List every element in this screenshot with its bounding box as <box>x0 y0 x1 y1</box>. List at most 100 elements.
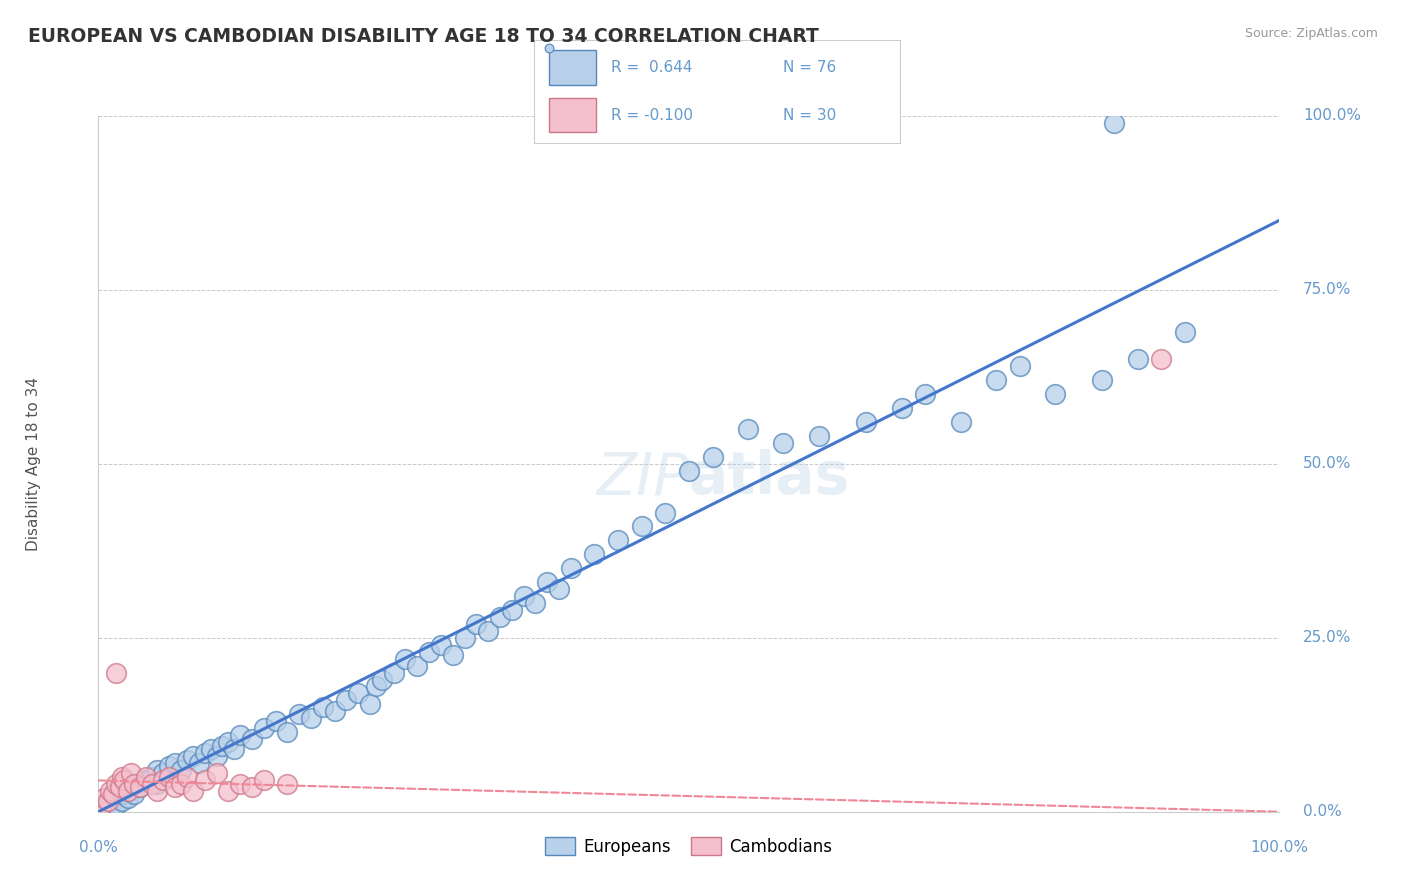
Text: N = 76: N = 76 <box>783 61 837 75</box>
Europeans <box>205 749 228 764</box>
Europeans <box>187 756 209 770</box>
Cambodians <box>170 777 193 791</box>
Europeans <box>122 788 145 801</box>
Europeans <box>98 801 121 815</box>
Europeans <box>165 756 187 770</box>
Cambodians <box>217 784 239 798</box>
Europeans <box>678 464 700 478</box>
Europeans <box>477 624 499 638</box>
Cambodians <box>229 777 252 791</box>
Cambodians <box>276 777 298 791</box>
Europeans <box>536 575 558 590</box>
Text: Disability Age 18 to 34: Disability Age 18 to 34 <box>25 376 41 551</box>
Europeans <box>418 645 440 659</box>
Europeans <box>512 589 534 603</box>
Europeans <box>394 651 416 665</box>
Europeans <box>335 693 357 707</box>
Cambodians <box>117 784 139 798</box>
Cambodians <box>194 773 217 788</box>
Legend: Europeans, Cambodians: Europeans, Cambodians <box>538 830 839 863</box>
Europeans <box>111 794 134 808</box>
Europeans <box>111 788 134 801</box>
Europeans <box>1008 359 1031 374</box>
Cambodians <box>181 784 204 798</box>
Europeans <box>737 422 759 436</box>
Cambodians <box>146 784 169 798</box>
Europeans <box>146 763 169 777</box>
Cambodians <box>176 770 198 784</box>
Europeans <box>359 697 381 711</box>
Cambodians <box>122 777 145 791</box>
Europeans <box>157 759 180 773</box>
Europeans <box>441 648 464 662</box>
Text: EUROPEAN VS CAMBODIAN DISABILITY AGE 18 TO 34 CORRELATION CHART: EUROPEAN VS CAMBODIAN DISABILITY AGE 18 … <box>28 27 818 45</box>
Cambodians <box>108 780 131 795</box>
Cambodians <box>135 770 157 784</box>
Europeans <box>117 790 139 805</box>
Cambodians <box>105 777 128 791</box>
Europeans <box>312 700 335 714</box>
Bar <box>548 97 596 132</box>
Europeans <box>128 780 150 795</box>
Europeans <box>240 731 263 746</box>
Europeans <box>949 415 972 429</box>
Europeans <box>807 429 830 443</box>
Europeans <box>560 561 582 575</box>
Cambodians <box>253 773 276 788</box>
Europeans <box>122 777 145 791</box>
Europeans <box>170 763 193 777</box>
Cambodians <box>205 766 228 780</box>
Bar <box>548 50 596 86</box>
Europeans <box>364 680 387 694</box>
Europeans <box>914 387 936 401</box>
Europeans <box>264 714 287 729</box>
Text: 100.0%: 100.0% <box>1250 839 1309 855</box>
Cambodians <box>157 770 180 784</box>
Point <box>537 41 560 55</box>
Europeans <box>299 711 322 725</box>
Europeans <box>654 506 676 520</box>
Europeans <box>371 673 394 687</box>
Europeans <box>772 436 794 450</box>
Cambodians <box>93 790 115 805</box>
Europeans <box>702 450 724 464</box>
Cambodians <box>105 665 128 680</box>
Europeans <box>146 777 169 791</box>
Cambodians <box>240 780 263 795</box>
Cambodians <box>111 770 134 784</box>
Text: 0.0%: 0.0% <box>1303 805 1341 819</box>
Cambodians <box>98 784 121 798</box>
Text: 25.0%: 25.0% <box>1303 631 1351 645</box>
Europeans <box>465 616 488 631</box>
Text: atlas: atlas <box>689 450 851 507</box>
Europeans <box>583 547 606 561</box>
Cambodians <box>165 780 187 795</box>
Europeans <box>548 582 571 596</box>
Europeans <box>630 519 652 533</box>
Cambodians <box>97 794 120 808</box>
Europeans <box>453 631 475 645</box>
Cambodians <box>141 777 163 791</box>
Text: R = -0.100: R = -0.100 <box>612 108 693 122</box>
Europeans <box>489 610 512 624</box>
Europeans <box>253 721 276 735</box>
Europeans <box>347 686 370 700</box>
Europeans <box>890 401 912 416</box>
Europeans <box>323 704 346 718</box>
Europeans <box>1174 325 1197 339</box>
Europeans <box>229 728 252 742</box>
Cambodians <box>152 773 174 788</box>
Europeans <box>430 638 453 652</box>
Europeans <box>105 797 128 812</box>
Europeans <box>984 373 1007 387</box>
Text: R =  0.644: R = 0.644 <box>612 61 693 75</box>
Europeans <box>501 603 523 617</box>
Europeans <box>141 770 163 784</box>
Europeans <box>211 739 233 753</box>
Europeans <box>135 773 157 788</box>
Europeans <box>276 724 298 739</box>
Europeans <box>176 753 198 767</box>
Europeans <box>288 707 311 722</box>
Europeans <box>524 596 547 610</box>
Text: 50.0%: 50.0% <box>1303 457 1351 471</box>
